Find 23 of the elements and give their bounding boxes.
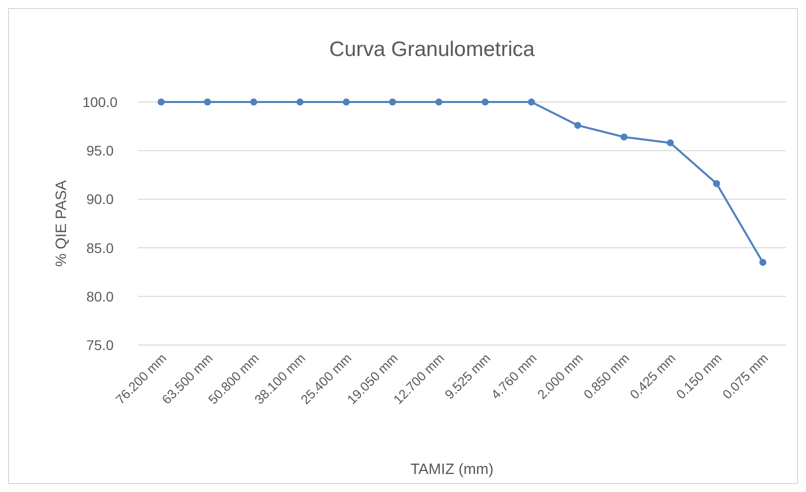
point	[342, 98, 350, 106]
point	[482, 98, 489, 106]
y-axis-title: % QIE PASA	[53, 180, 70, 267]
point	[713, 180, 720, 188]
point	[158, 98, 165, 106]
point	[574, 122, 582, 129]
x-axis-title: TAMIZ (mm)	[410, 461, 494, 478]
y-tick-label: 95.0	[86, 142, 114, 159]
point	[250, 98, 258, 106]
point	[620, 133, 628, 140]
point	[666, 139, 674, 146]
point	[759, 258, 766, 266]
point	[528, 98, 535, 106]
chart-title: Curva Granulometrica	[329, 38, 536, 61]
y-tick-label: 90.0	[86, 191, 114, 208]
point	[296, 98, 304, 106]
point	[389, 98, 396, 106]
y-tick-label: 100.0	[82, 94, 118, 110]
y-tick-label: 75.0	[86, 337, 114, 353]
y-tick-label: 80.0	[86, 288, 114, 304]
point	[204, 98, 211, 106]
y-tick-label: 85.0	[86, 240, 114, 256]
point	[435, 98, 442, 106]
